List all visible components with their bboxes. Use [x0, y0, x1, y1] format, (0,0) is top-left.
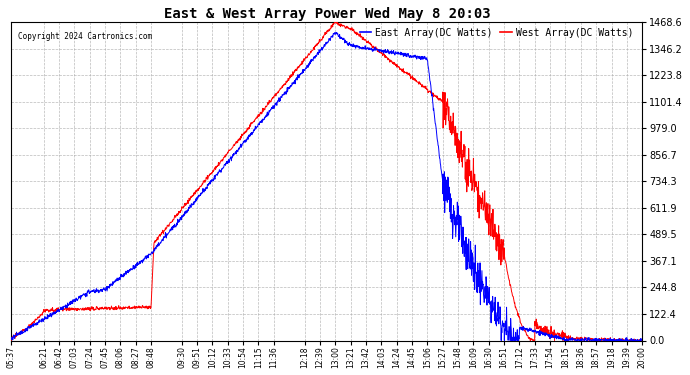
Title: East & West Array Power Wed May 8 20:03: East & West Array Power Wed May 8 20:03 [164, 7, 490, 21]
Legend: East Array(DC Watts), West Array(DC Watts): East Array(DC Watts), West Array(DC Watt… [356, 24, 638, 42]
Text: Copyright 2024 Cartronics.com: Copyright 2024 Cartronics.com [18, 32, 152, 40]
